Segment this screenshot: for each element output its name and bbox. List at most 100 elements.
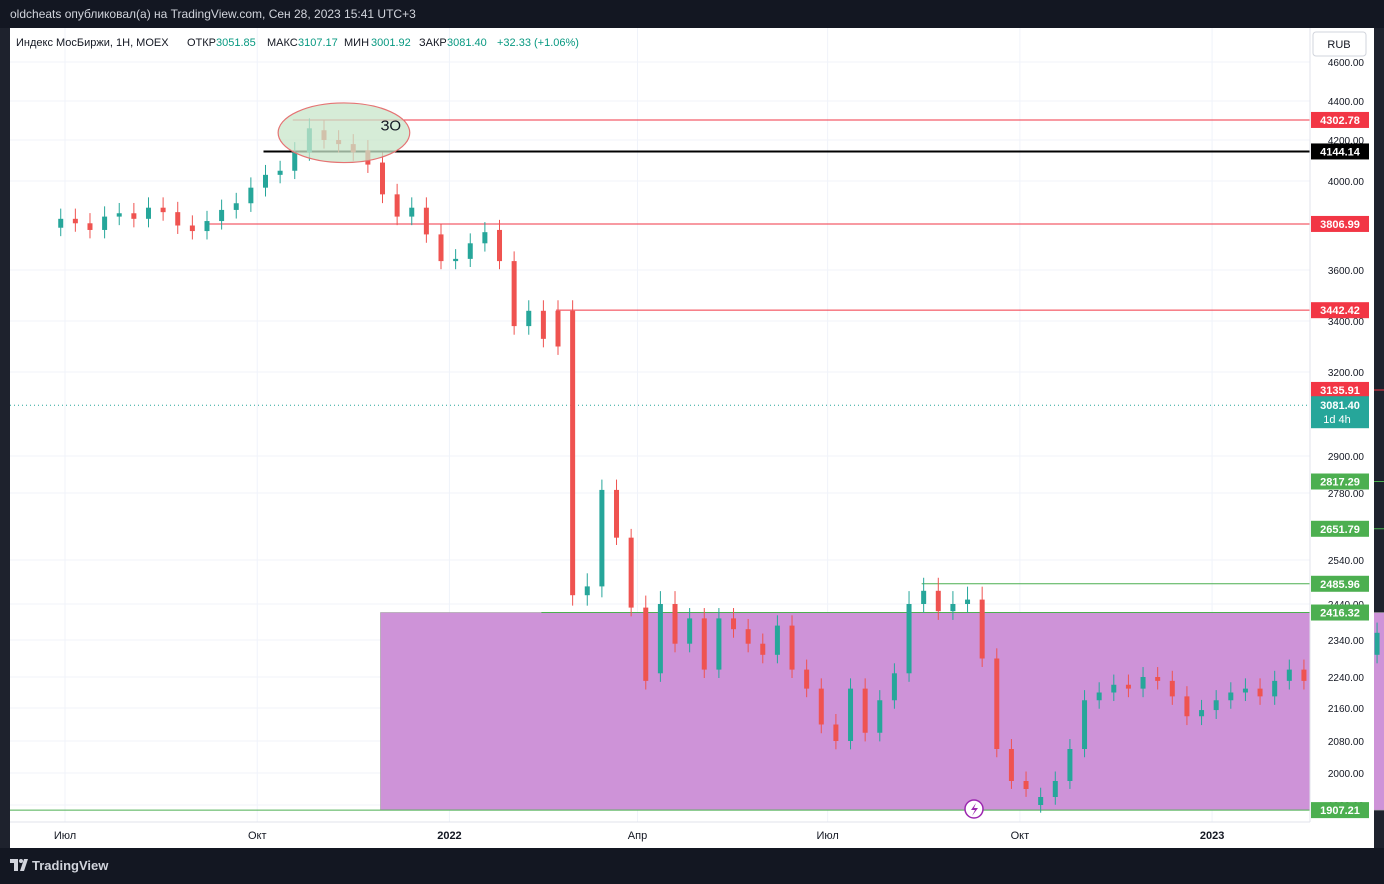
- candle-body: [555, 310, 561, 347]
- legend-high-label: МАКС: [267, 37, 298, 49]
- candle-body: [160, 207, 166, 213]
- candle-body: [219, 209, 225, 222]
- current-price-tag: [1311, 396, 1369, 429]
- legend-close-value: 3081.40: [447, 37, 487, 49]
- candle-body: [423, 207, 429, 235]
- level-price-label: 2485.96: [1320, 579, 1360, 591]
- current-price-label: 3081.40: [1320, 400, 1360, 412]
- candle-body: [745, 629, 751, 644]
- candle-body: [921, 590, 927, 604]
- candle-body: [906, 604, 912, 674]
- level-price-label: 3806.99: [1320, 219, 1360, 231]
- y-tick-label: 2240.00: [1328, 673, 1365, 684]
- tradingview-logo-icon: [10, 859, 28, 871]
- y-tick-label: 2000.00: [1328, 769, 1365, 780]
- x-tick-label: Июл: [816, 830, 838, 842]
- candle-body: [877, 700, 883, 733]
- y-tick-label: 2080.00: [1328, 737, 1365, 748]
- time-axis-bg: [10, 822, 1374, 848]
- time-axis: ИюлОкт2022АпрИюлОкт2023АпрИюлОкт2024АпрИ…: [10, 821, 1374, 848]
- candle-body: [833, 724, 839, 741]
- candle-body: [628, 537, 634, 608]
- legend: Индекс МосБиржи, 1Н, MOEX ОТКР 3051.85 М…: [16, 37, 579, 49]
- candle-body: [1111, 684, 1117, 693]
- candle-body: [584, 586, 590, 596]
- candle-body: [102, 216, 108, 230]
- candle-body: [599, 489, 605, 587]
- lightning-icon[interactable]: [964, 799, 984, 819]
- candle-body: [145, 207, 151, 219]
- candle-body: [482, 232, 488, 244]
- currency-button[interactable]: RUB: [1312, 31, 1367, 57]
- candle-body: [1228, 692, 1234, 701]
- currency-label: RUB: [1327, 39, 1350, 51]
- level-price-label: 3135.91: [1320, 385, 1360, 397]
- candle-body: [1213, 700, 1219, 711]
- candle-body: [731, 618, 737, 630]
- candle-body: [540, 310, 546, 339]
- candle-body: [1008, 749, 1014, 781]
- candle-body: [862, 688, 868, 733]
- candle-body: [380, 162, 386, 195]
- candle-body: [511, 261, 517, 327]
- candle-body: [1038, 797, 1044, 805]
- y-tick-label: 2900.00: [1328, 452, 1365, 463]
- candle-body: [1023, 781, 1029, 789]
- candle-body: [394, 194, 400, 217]
- y-tick-label: 4400.00: [1328, 97, 1365, 108]
- candle-body: [1096, 692, 1102, 701]
- candle-body: [1052, 781, 1058, 797]
- candle-body: [701, 618, 707, 670]
- x-tick-label: Апр: [628, 830, 647, 842]
- candle-body: [1169, 680, 1175, 697]
- level-price-tag: [1311, 215, 1369, 232]
- y-tick-label: 3600.00: [1328, 266, 1365, 277]
- candle-body: [1140, 677, 1146, 689]
- level-price-label: 2651.79: [1320, 524, 1360, 536]
- candle-body: [1067, 749, 1073, 781]
- candle-body: [657, 604, 663, 674]
- candle-body: [789, 625, 795, 670]
- legend-change: +32.33 (+1.06%): [497, 37, 579, 49]
- level-price-label: 2416.32: [1320, 608, 1360, 620]
- publish-line: oldcheats опубликовал(а) на TradingView.…: [10, 7, 416, 21]
- candle-body: [672, 604, 678, 644]
- candle-body: [570, 310, 576, 596]
- annotations: ЗОГлобальная Цель 1Ближайшая цель ростаЗ…: [381, 117, 402, 134]
- candle-body: [248, 187, 254, 204]
- candle-body: [1199, 710, 1205, 717]
- candle-body: [1257, 688, 1263, 697]
- level-price-tag: [1311, 381, 1369, 398]
- candle-body: [58, 218, 64, 228]
- candle-body: [1082, 700, 1088, 749]
- legend-low-value: 3001.92: [371, 37, 411, 49]
- candle-body: [175, 212, 181, 226]
- candle-body: [643, 607, 649, 681]
- y-tick-label: 3400.00: [1328, 317, 1365, 328]
- candle-body: [760, 643, 766, 655]
- candle-body: [453, 258, 459, 262]
- candle-body: [979, 599, 985, 659]
- ellipses: [277, 102, 411, 164]
- candle-body: [687, 618, 693, 644]
- price-axis: 4600.00 4400.00 4200.00 4000.00 3600.00 3400.…: [1309, 28, 1374, 822]
- candle-body: [1286, 669, 1292, 681]
- annotation-text: ЗО: [381, 117, 402, 134]
- legend-high-value: 3107.17: [298, 37, 338, 49]
- candle-body: [277, 170, 283, 175]
- candle-body: [409, 207, 415, 217]
- legend-open-label: ОТКР: [187, 37, 216, 49]
- candle-body: [116, 213, 122, 217]
- tradingview-brand[interactable]: TradingView: [10, 858, 108, 873]
- y-tick-label: 3200.00: [1328, 368, 1365, 379]
- candle-body: [87, 223, 93, 230]
- candle-body: [233, 203, 239, 210]
- publish-bar: oldcheats опубликовал(а) на TradingView.…: [0, 0, 1384, 28]
- level-price-label: 3442.42: [1320, 305, 1360, 317]
- candle-body: [1374, 632, 1380, 655]
- candle-body: [716, 618, 722, 670]
- brand-label: TradingView: [32, 858, 109, 873]
- level-price-label: 4302.78: [1320, 115, 1360, 127]
